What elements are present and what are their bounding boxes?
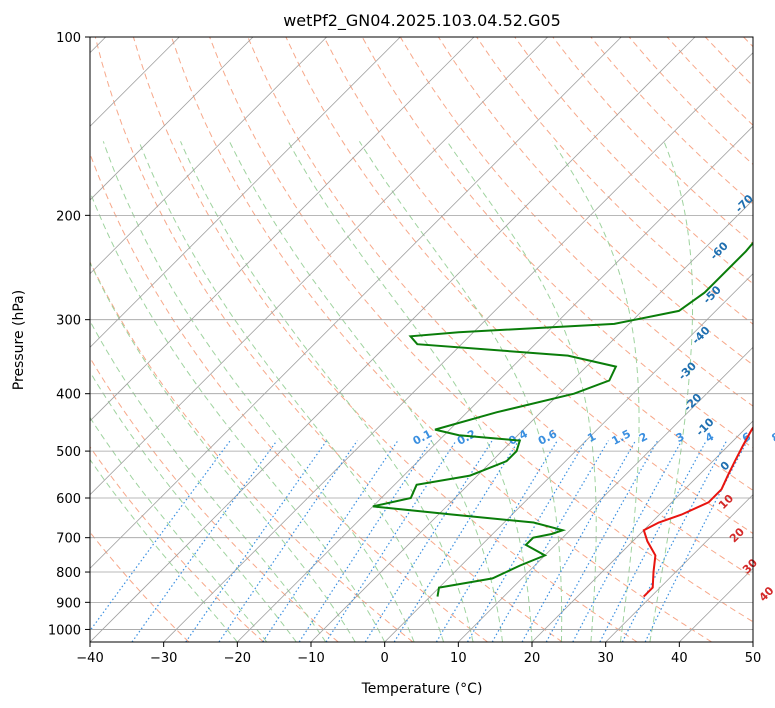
x-axis: −40 −30 −20 −10 0 10 20 30 40 50 [76, 642, 761, 666]
temperature-line [642, 425, 753, 598]
y-tick-label: 500 [56, 445, 81, 460]
y-tick-label: 200 [56, 209, 81, 224]
dewpoint-line [372, 241, 753, 597]
mixing-ratio-line [90, 440, 231, 632]
mixing-ratio-label: 8 [770, 430, 775, 445]
y-tick-label: 600 [56, 492, 81, 507]
x-axis-title: Temperature (°C) [361, 681, 483, 697]
isotherm-line [163, 52, 753, 642]
dry-adiabat-line [323, 37, 753, 491]
isotherm-line [237, 125, 753, 642]
dry-adiabat-line [94, 37, 563, 642]
mixing-ratio-line [325, 440, 457, 642]
y-tick-label: 900 [56, 596, 81, 611]
dry-adiabat-label: 40 [757, 584, 775, 604]
isotherm-line [605, 494, 753, 642]
dry-adiabat-line [90, 446, 264, 642]
isotherm-line [531, 420, 753, 642]
chart-title: wetPf2_GN04.2025.103.04.52.G05 [283, 11, 561, 31]
mixing-ratio-line [545, 440, 659, 642]
dry-adiabat-line [90, 260, 414, 642]
isotherm-line [90, 37, 401, 348]
dry-adiabat-line [171, 37, 712, 642]
y-axis-title: Pressure (hPa) [11, 290, 27, 390]
mixing-ratio-line [393, 440, 520, 642]
isotherm-line [310, 199, 753, 642]
x-tick-label: 40 [671, 651, 688, 666]
isotherm-line [90, 37, 696, 642]
mixing-ratio-line [466, 440, 587, 642]
mixing-ratio-line [262, 440, 399, 642]
dry-adiabat-line [285, 37, 753, 535]
mixing-ratio-line [572, 440, 683, 642]
y-tick-label: 100 [56, 31, 81, 46]
mixing-ratio-line [521, 440, 637, 642]
x-tick-label: −10 [297, 651, 324, 666]
isotherm-line [384, 273, 753, 642]
mixing-ratio-line [131, 440, 278, 642]
dry-adiabat-line [514, 37, 753, 285]
dry-adiabat-line [90, 356, 339, 642]
x-tick-label: 10 [450, 651, 467, 666]
mixing-ratio-line [491, 440, 609, 642]
isotherm-line [90, 37, 254, 201]
x-tick-label: 20 [524, 651, 541, 666]
dry-adiabat-line [476, 37, 753, 325]
y-tick-label: 1000 [48, 623, 81, 638]
isotherm-line [90, 37, 622, 569]
x-tick-label: 30 [597, 651, 614, 666]
isotherm-line [90, 37, 475, 422]
mixing-ratio-line [298, 440, 432, 642]
grid-lines [90, 37, 753, 642]
x-tick-label: −30 [150, 651, 177, 666]
dry-adiabat-line [132, 37, 638, 642]
mixing-ratio-line [185, 440, 328, 642]
plot-frame [89, 36, 754, 643]
isotherm-label: -80 [772, 145, 775, 168]
x-tick-label: 0 [381, 651, 389, 666]
y-tick-label: 800 [56, 566, 81, 581]
isotherm-line [458, 346, 753, 642]
isotherm-line [90, 37, 548, 496]
x-tick-label: 50 [745, 651, 762, 666]
y-axis: 100 200 300 400 500 600 700 800 900 1000 [48, 31, 90, 638]
y-tick-label: 300 [56, 314, 81, 329]
mixing-ratio-line [364, 440, 493, 642]
x-tick-label: −40 [76, 651, 103, 666]
sounding-series [372, 241, 753, 598]
y-tick-label: 400 [56, 388, 81, 403]
x-tick-label: −20 [224, 651, 251, 666]
mixing-ratio-line [435, 440, 558, 642]
dry-adiabat-line [247, 37, 753, 578]
isotherm-line [90, 37, 327, 275]
y-tick-label: 700 [56, 532, 81, 547]
dry-adiabat-line [209, 37, 753, 623]
